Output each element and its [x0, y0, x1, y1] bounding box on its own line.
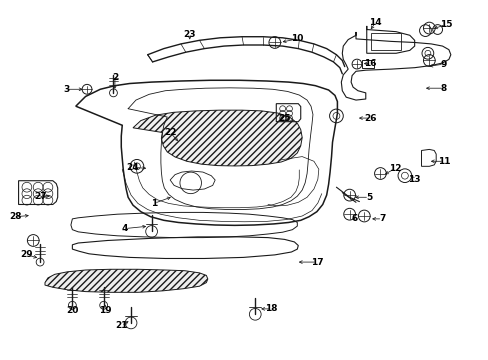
Text: 18: 18 [264, 304, 277, 313]
Polygon shape [133, 110, 302, 166]
Text: 3: 3 [63, 85, 69, 94]
Bar [370, 33, 400, 50]
Text: 22: 22 [163, 128, 176, 137]
Text: 20: 20 [66, 306, 79, 315]
Text: 9: 9 [440, 59, 447, 68]
Bar [361, 60, 373, 68]
Text: 4: 4 [121, 224, 128, 233]
Text: 15: 15 [439, 20, 451, 29]
Text: 11: 11 [437, 157, 449, 166]
Text: 27: 27 [34, 192, 46, 201]
Text: 14: 14 [368, 18, 381, 27]
Text: 6: 6 [351, 214, 357, 223]
Text: 24: 24 [126, 163, 139, 172]
Text: 21: 21 [115, 321, 127, 330]
Text: 25: 25 [278, 113, 290, 122]
Text: 7: 7 [378, 214, 385, 223]
Text: 26: 26 [364, 113, 376, 122]
Text: 23: 23 [183, 30, 196, 39]
Text: 28: 28 [9, 212, 22, 221]
Text: 29: 29 [20, 251, 33, 259]
Text: 10: 10 [290, 34, 303, 43]
Text: 16: 16 [364, 58, 376, 68]
Text: 12: 12 [388, 164, 401, 173]
Text: 19: 19 [99, 306, 111, 315]
Text: 8: 8 [440, 84, 446, 93]
Text: 17: 17 [310, 258, 323, 266]
Text: 5: 5 [366, 193, 371, 202]
Text: 2: 2 [112, 73, 118, 82]
Polygon shape [45, 269, 207, 292]
Text: 13: 13 [407, 175, 420, 184]
Text: 1: 1 [151, 199, 157, 208]
